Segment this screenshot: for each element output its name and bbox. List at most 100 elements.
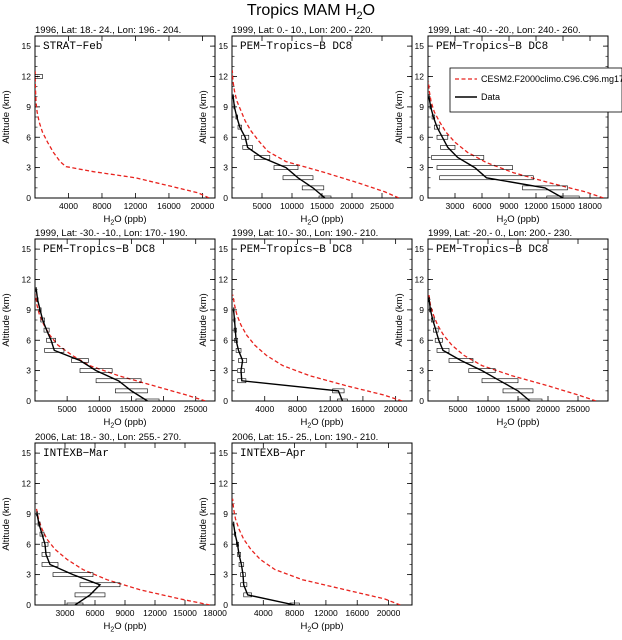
- panel-title: 1999, Lat: 10.- 30., Lon: 190.- 210.: [232, 228, 378, 239]
- x-axis-label-sub: 2: [503, 220, 507, 227]
- data-error-box: [74, 592, 106, 598]
- data-error-box: [52, 572, 94, 577]
- x-tick-label: 10000: [476, 404, 500, 414]
- x-axis-label-tail: O (ppb): [311, 621, 343, 632]
- legend: CESM2.F2000climo.C96.C96.mg17 Data: [449, 67, 622, 113]
- x-tick-label: 25000: [370, 201, 394, 211]
- y-tick-label: 3: [223, 366, 228, 376]
- data-profile-line: [36, 513, 102, 605]
- x-axis-label-sub: 2: [110, 220, 114, 227]
- campaign-label: INTEXB−Apr: [240, 448, 306, 460]
- data-error-box: [243, 592, 252, 598]
- y-tick-label: 0: [419, 193, 424, 203]
- legend-data-label: Data: [481, 92, 500, 102]
- panel-title: 2006, Lat: 18.- 30., Lon: 255.- 270.: [35, 432, 181, 443]
- x-tick-label: 20000: [191, 201, 215, 211]
- x-tick-label: 18000: [203, 608, 227, 618]
- data-error-box: [79, 582, 121, 588]
- plot-area: [428, 294, 597, 401]
- x-tick-label: 8000: [93, 201, 112, 211]
- y-tick-label: 15: [219, 244, 229, 254]
- y-tick-label: 6: [26, 539, 31, 549]
- data-error-box: [79, 368, 113, 373]
- x-tick-label: 15000: [120, 404, 144, 414]
- x-tick-label: 12000: [314, 608, 338, 618]
- x-axis-label-tail: O (ppb): [311, 417, 343, 428]
- plot-area: [35, 287, 206, 401]
- x-axis-label-tail: O (ppb): [507, 214, 539, 225]
- data-error-box: [517, 398, 543, 401]
- x-tick-label: 15000: [310, 201, 334, 211]
- y-axis-label: Altitude (km): [394, 90, 405, 143]
- x-tick-label: 20000: [152, 404, 176, 414]
- y-tick-label: 12: [22, 72, 32, 82]
- x-tick-label: 12000: [318, 404, 342, 414]
- y-tick-label: 9: [419, 305, 424, 315]
- data-error-box: [135, 398, 160, 401]
- plot-area: [428, 81, 604, 198]
- y-tick-label: 6: [223, 335, 228, 345]
- y-tick-label: 3: [419, 366, 424, 376]
- y-tick-label: 0: [26, 193, 31, 203]
- campaign-label: INTEXB−Mar: [43, 448, 109, 460]
- chart-panel-8: 2006, Lat: 15.- 25., Lon: 190.- 210. INTE…: [198, 432, 413, 634]
- y-tick-label: 0: [26, 396, 31, 406]
- x-axis-label-sub: 2: [110, 627, 114, 634]
- plot-frame: [231, 35, 413, 199]
- campaign-label: PEM−Tropics−B DC8: [240, 41, 352, 53]
- x-tick-label: 4000: [255, 404, 274, 414]
- model-profile-line: [35, 508, 211, 605]
- data-error-box: [273, 165, 299, 170]
- x-tick-label: 15000: [506, 404, 530, 414]
- y-tick-label: 3: [26, 570, 31, 580]
- campaign-label: STRAT−Feb: [43, 41, 102, 53]
- chart-panel-2: 1999, Lat: 0.- 10., Lon: 200.- 220. PEM−T…: [198, 25, 413, 227]
- y-tick-label: 6: [223, 539, 228, 549]
- x-tick-label: 4000: [59, 201, 78, 211]
- y-tick-label: 0: [419, 396, 424, 406]
- y-tick-label: 12: [219, 275, 229, 285]
- plot-frame: [427, 238, 609, 402]
- x-tick-label: 3000: [56, 608, 75, 618]
- data-error-box: [66, 602, 84, 605]
- data-error-box: [115, 388, 148, 394]
- x-axis-label-main: H: [104, 621, 111, 632]
- model-profile-line: [35, 71, 210, 198]
- plot-frame: [231, 442, 413, 606]
- x-tick-label: 3000: [446, 201, 465, 211]
- x-tick-label: 5000: [58, 404, 77, 414]
- x-tick-label: 8000: [288, 404, 307, 414]
- model-profile-line: [428, 294, 597, 401]
- y-axis-label: Altitude (km): [394, 293, 405, 346]
- panel-title: 1999, Lat: 0.- 10., Lon: 200.- 220.: [232, 25, 373, 36]
- x-axis-label-sub: 2: [307, 627, 311, 634]
- y-axis-label: Altitude (km): [1, 497, 12, 550]
- campaign-label: PEM−Tropics−B DC8: [436, 244, 548, 256]
- y-tick-label: 12: [22, 275, 32, 285]
- y-tick-label: 9: [419, 102, 424, 112]
- data-error-box: [481, 378, 519, 384]
- campaign-label: PEM−Tropics−B DC8: [240, 244, 352, 256]
- y-tick-label: 15: [22, 41, 32, 51]
- data-profile-line: [428, 299, 531, 401]
- x-axis-label-sub: 2: [307, 423, 311, 430]
- panel-title: 1996, Lat: 18.- 24., Lon: 196.- 204.: [35, 25, 181, 36]
- y-tick-label: 3: [223, 163, 228, 173]
- y-tick-label: 6: [419, 335, 424, 345]
- data-error-box: [439, 175, 534, 181]
- campaign-label: PEM−Tropics−B DC8: [436, 41, 548, 53]
- data-error-box: [318, 195, 332, 198]
- chart-panel-7: 2006, Lat: 18.- 30., Lon: 255.- 270. INTE…: [1, 432, 227, 634]
- y-axis-label: Altitude (km): [198, 293, 209, 346]
- legend-box: [449, 67, 622, 113]
- x-tick-label: 20000: [340, 201, 364, 211]
- y-tick-label: 12: [415, 275, 425, 285]
- x-axis-label-main: H: [497, 417, 504, 428]
- x-tick-label: 5000: [449, 404, 468, 414]
- data-error-box: [468, 368, 496, 373]
- x-axis-label: H2O (ppb): [301, 214, 344, 227]
- model-profile-line: [232, 294, 403, 401]
- plot-frame: [231, 238, 413, 402]
- y-tick-label: 9: [223, 305, 228, 315]
- data-error-box: [440, 145, 456, 150]
